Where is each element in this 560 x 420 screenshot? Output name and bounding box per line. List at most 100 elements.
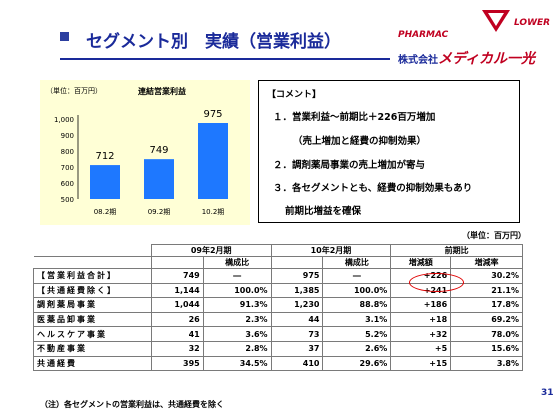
header-yoy: 前期比 <box>390 244 523 257</box>
cell-diff: +18 <box>390 311 452 328</box>
cell-rate: 69.2% <box>450 311 523 328</box>
x-tick-label: 09.2期 <box>148 208 171 216</box>
cell-name: 【共通経費除く】 <box>33 282 152 299</box>
header-rate: 増減率 <box>450 256 523 269</box>
header-diff: 増減額 <box>390 256 452 269</box>
cell-r1: ― <box>202 268 272 284</box>
logo-triangle-inner <box>488 13 504 26</box>
segment-table: 09年2月期 10年2月期 前期比 構成比 構成比 増減額 増減率 【営業利益合… <box>33 244 523 372</box>
table-row: ヘルスケア事業 41 3.6% 73 5.2% +32 78.0% <box>33 326 523 342</box>
cell-r2: 100.0% <box>322 282 392 299</box>
cell-v1: 41 <box>150 326 204 342</box>
cell-name: ヘルスケア事業 <box>33 326 152 342</box>
chart-bar <box>90 165 120 199</box>
cell-v2: 410 <box>270 355 324 372</box>
cell-r2: ― <box>322 268 392 284</box>
comment-line-2: （売上増加と経費の抑制効果） <box>293 136 427 147</box>
chart-panel: （単位：百万円） 連結営業利益 500 600 700 800 900 1,000 712 0… <box>40 80 250 225</box>
header-fy2010: 10年2月期 <box>270 244 392 257</box>
cell-name: 医薬品卸事業 <box>33 311 152 328</box>
cell-r1: 91.3% <box>202 297 272 313</box>
comment-heading: 【コメント】 <box>267 90 322 100</box>
bar-chart: 500 600 700 800 900 1,000 712 08.2期 749 09.2期 975 1… <box>54 109 228 216</box>
data-label: 749 <box>149 145 168 156</box>
cell-r1: 2.8% <box>202 340 272 357</box>
data-label: 975 <box>203 109 222 120</box>
comment-line-4: ３．各セグメントとも、経費の抑制効果もあり <box>273 183 473 194</box>
chart-unit-label: （単位：百万円） <box>46 87 102 95</box>
cell-diff: +32 <box>390 326 452 342</box>
y-tick-label: 600 <box>61 180 74 188</box>
chart-title: 連結営業利益 <box>138 87 186 96</box>
cell-v2: 73 <box>270 326 324 342</box>
company-prefix: 株式会社 <box>398 55 438 66</box>
cell-r1: 2.3% <box>202 311 272 328</box>
y-tick-label: 700 <box>61 164 74 172</box>
comment-line-3: ２．調剤薬局事業の売上増加が寄与 <box>273 160 426 171</box>
cell-r2: 3.1% <box>322 311 392 328</box>
logo-text-lower: LOWER <box>514 18 551 28</box>
table-row: 医薬品卸事業 26 2.3% 44 3.1% +18 69.2% <box>33 311 523 328</box>
cell-v1: 1,144 <box>150 282 204 299</box>
cell-diff: +15 <box>390 355 452 372</box>
cell-v2: 1,385 <box>270 282 324 299</box>
page-title-paren: （営業利益） <box>239 32 341 52</box>
company-name: 株式会社メディカル一光 <box>398 48 535 68</box>
data-label: 712 <box>95 151 114 162</box>
footnote: （注）各セグメントの営業利益は、共通経費を除く <box>40 400 224 409</box>
cell-v2: 975 <box>270 268 324 284</box>
cell-v2: 44 <box>270 311 324 328</box>
cell-v1: 395 <box>150 355 204 372</box>
table-row: 調剤薬局事業 1,044 91.3% 1,230 88.8% +186 17.8% <box>33 297 523 313</box>
page-title-main: セグメント別 実績 <box>86 32 239 52</box>
company-brand: メディカル一光 <box>438 51 536 67</box>
y-tick-label: 500 <box>61 196 74 204</box>
table-unit-label: （単位：百万円） <box>462 231 526 240</box>
cell-v1: 1,044 <box>150 297 204 313</box>
cell-r1: 34.5% <box>202 355 272 372</box>
table-header-row-1: 09年2月期 10年2月期 前期比 <box>33 244 523 257</box>
chart-bar <box>144 159 174 199</box>
table-row: 不動産事業 32 2.8% 37 2.6% +5 15.6% <box>33 340 523 357</box>
cell-name: 調剤薬局事業 <box>33 297 152 313</box>
cell-v2: 37 <box>270 340 324 357</box>
cell-diff: +5 <box>390 340 452 357</box>
table-header-row-2: 構成比 構成比 増減額 増減率 <box>33 256 523 269</box>
x-tick-label: 10.2期 <box>202 208 225 216</box>
cell-r2: 5.2% <box>322 326 392 342</box>
cell-v1: 32 <box>150 340 204 357</box>
page-number: 31 <box>541 388 554 398</box>
x-tick-label: 08.2期 <box>94 208 117 216</box>
comment-line-1: １．営業利益～前期比＋226百万増加 <box>273 112 436 123</box>
header-blank <box>150 256 204 269</box>
cell-v2: 1,230 <box>270 297 324 313</box>
page-title: セグメント別 実績（営業利益） <box>86 27 341 52</box>
header-ratio-2010: 構成比 <box>322 256 392 269</box>
y-tick-label: 1,000 <box>54 116 74 124</box>
cell-r2: 29.6% <box>322 355 392 372</box>
cell-rate: 78.0% <box>450 326 523 342</box>
header-blank <box>270 256 324 269</box>
y-tick-label: 800 <box>61 148 74 156</box>
comment-box: 【コメント】 １．営業利益～前期比＋226百万増加 （売上増加と経費の抑制効果）… <box>258 80 520 223</box>
cell-v1: 749 <box>150 268 204 284</box>
header-ratio-2009: 構成比 <box>202 256 272 269</box>
cell-name: 共通経費 <box>33 355 152 372</box>
cell-rate: 17.8% <box>450 297 523 313</box>
header-blank <box>33 256 152 269</box>
cell-r2: 2.6% <box>322 340 392 357</box>
title-bullet <box>60 32 69 41</box>
table-row: 共通経費 395 34.5% 410 29.6% +15 3.8% <box>33 355 523 372</box>
logo-text-pharmac: PHARMAC <box>398 30 449 40</box>
cell-v1: 26 <box>150 311 204 328</box>
cell-rate: 3.8% <box>450 355 523 372</box>
cell-diff: +186 <box>390 297 452 313</box>
title-underline <box>60 58 390 60</box>
y-tick-label: 900 <box>61 132 74 140</box>
cell-r1: 100.0% <box>202 282 272 299</box>
header-blank <box>33 244 152 257</box>
cell-rate: 15.6% <box>450 340 523 357</box>
cell-name: 不動産事業 <box>33 340 152 357</box>
highlight-oval <box>409 273 464 292</box>
comment-line-5: 前期比増益を確保 <box>285 206 362 217</box>
